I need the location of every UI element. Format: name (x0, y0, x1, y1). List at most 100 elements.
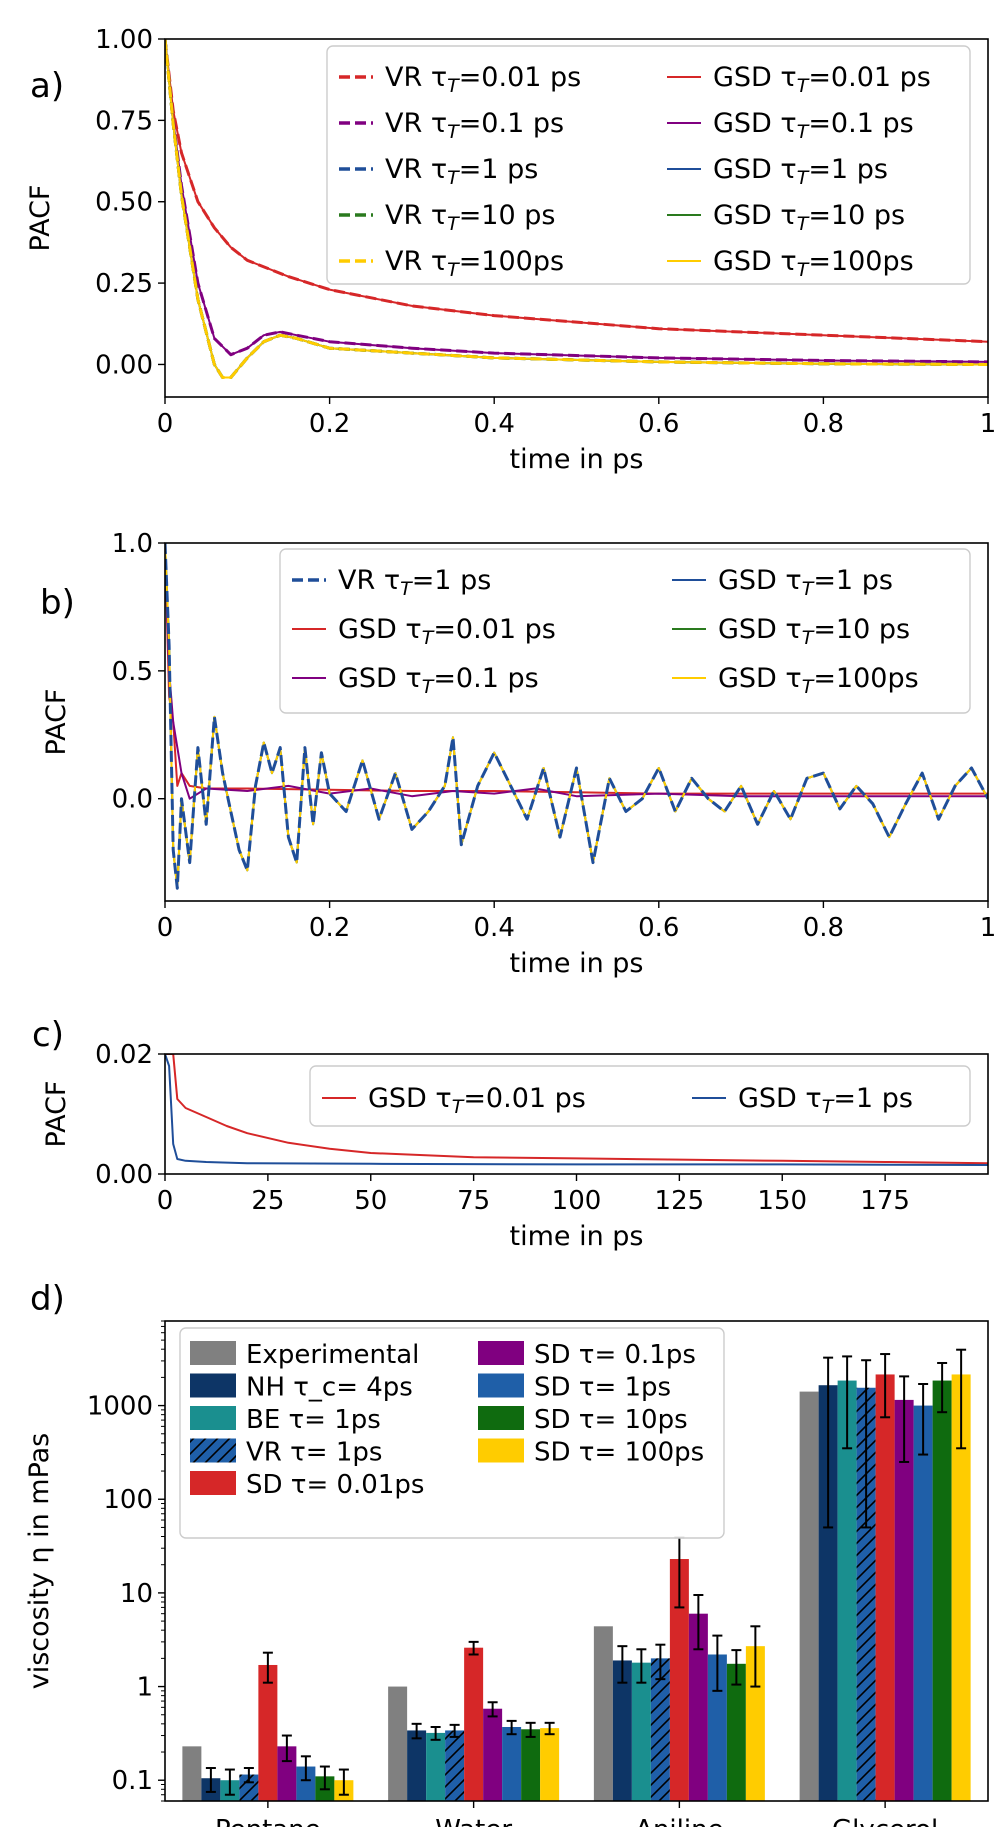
bar-water (540, 1728, 560, 1801)
bar-water (407, 1730, 427, 1801)
legend-label: GSD τT=0.01 ps (368, 1083, 586, 1118)
legend-subscript: T (797, 259, 810, 281)
series-line-GSD-τT=1-ps (165, 1054, 988, 1166)
legend-label: BE τ= 1ps (246, 1405, 381, 1435)
legend-text-part: =1 ps (412, 565, 492, 596)
y-axis-label: PACF (41, 1081, 72, 1148)
legend-text-part: GSD τ (713, 108, 797, 139)
bar-glycerol (799, 1391, 819, 1801)
y-tick-label: 0.25 (95, 269, 153, 299)
bar-glycerol (818, 1385, 838, 1801)
legend-swatch (190, 1341, 236, 1365)
x-axis-label: time in ps (510, 948, 644, 979)
legend-text-part: VR τ (385, 154, 447, 185)
legend-label: GSD τT=100ps (713, 246, 914, 281)
series-line-GSD-τT=0.1-ps (165, 543, 988, 800)
legend-label: Experimental (246, 1340, 419, 1370)
legend-text-part: VR τ (338, 565, 400, 596)
legend-text-part: GSD τ (713, 62, 797, 93)
panel-a-chart: 0 0.2 0.4 0.6 0.8 1 0.00 0.25 0.50 0.75 1.00 time i… (25, 25, 996, 475)
bar-hatch (650, 1658, 670, 1801)
legend-text-part: GSD τ (738, 1083, 822, 1114)
x-tick-label: Glycerol (832, 1815, 938, 1827)
legend-label: SD τ= 100ps (534, 1438, 704, 1468)
panel-label: d) (30, 1279, 65, 1319)
legend-label: SD τ= 0.01ps (246, 1470, 424, 1500)
y-tick-label: 0.00 (95, 350, 153, 380)
x-axis-label: time in ps (510, 444, 644, 475)
bar-glycerol (913, 1405, 933, 1801)
legend-text-part: =0.01 ps (433, 614, 556, 645)
legend-box (326, 45, 971, 285)
legend-box (309, 1065, 971, 1127)
x-tick-label: 1 (980, 409, 997, 439)
series-line-VR-τT=0.1-ps (165, 39, 988, 364)
legend-label: GSD τT=0.1 ps (713, 108, 914, 143)
series-line-VR-τT=1-ps (165, 543, 988, 890)
legend-label: GSD τT=1 ps (738, 1083, 913, 1118)
y-tick-label: 0.1 (112, 1766, 153, 1796)
y-axis-label: PACF (41, 689, 72, 756)
bar-hatch (239, 1774, 259, 1801)
legend-subscript: T (802, 676, 815, 698)
legend-label: GSD τT=1 ps (718, 565, 893, 600)
panel-label: a) (30, 66, 64, 106)
panel-label: c) (32, 1015, 64, 1055)
legend-swatch (478, 1406, 524, 1430)
series-line-VR-τT=100ps (165, 39, 988, 379)
axes-frame (164, 1320, 989, 1802)
x-tick-label: 75 (457, 1186, 490, 1216)
legend-subscript: T (802, 627, 815, 649)
bar-aniline (726, 1663, 746, 1801)
legend-text-part: =1 ps (459, 154, 539, 185)
legend-text-part: GSD τ (338, 614, 422, 645)
legend-box (279, 548, 971, 714)
y-tick-label: 0.02 (95, 1040, 153, 1070)
bar-aniline (688, 1613, 708, 1801)
legend-text-part: =100ps (813, 663, 918, 694)
legend-text-part: VR τ (385, 200, 447, 231)
x-tick-label: 150 (757, 1186, 807, 1216)
legend-text-part: =10 ps (813, 614, 910, 645)
bar-aniline (612, 1660, 632, 1801)
x-tick-label: 0.8 (803, 409, 844, 439)
legend-text-part: =100ps (808, 246, 913, 277)
bar-water (483, 1708, 503, 1801)
series-group (165, 543, 988, 890)
legend-swatch (478, 1438, 524, 1463)
legend-subscript: T (797, 75, 810, 97)
legend-text-part: =0.1 ps (433, 663, 538, 694)
x-tick-label: 0.4 (474, 409, 515, 439)
legend-subscript: T (400, 578, 413, 600)
bar-aniline (631, 1662, 651, 1801)
legend-subscript: T (452, 1096, 465, 1118)
panel-label: b) (40, 583, 75, 623)
legend-text-part: GSD τ (713, 200, 797, 231)
legend-label: NH τ_c= 4ps (246, 1373, 413, 1403)
bar-water (388, 1686, 408, 1801)
legend-label: VR τT=100ps (385, 246, 564, 281)
legend-label: GSD τT=100ps (718, 663, 919, 698)
legend-subscript: T (797, 167, 810, 189)
x-tick-label: 1 (980, 913, 997, 943)
legend-subscript: T (797, 213, 810, 235)
bar-aniline (669, 1559, 689, 1801)
x-axis-label: time in ps (510, 1221, 644, 1252)
legend-label: VR τT=1 ps (338, 565, 491, 600)
legend-subscript: T (447, 121, 460, 143)
y-tick-label: 0.00 (95, 1160, 153, 1190)
series-line-VR-τT=0.01-ps (165, 39, 988, 344)
y-tick-label: 1.00 (95, 25, 153, 55)
series-group (165, 1054, 988, 1166)
bar-water (521, 1729, 541, 1801)
y-axis-label: PACF (25, 185, 56, 252)
bar-hatch (445, 1730, 465, 1801)
panel-b-chart: 0 0.2 0.4 0.6 0.8 1 0.0 0.5 1.0 time in ps PACF b) V… (40, 529, 996, 979)
x-tick-label: 0.6 (638, 913, 679, 943)
legend-text-part: GSD τ (713, 154, 797, 185)
legend-text-part: =0.01 ps (808, 62, 931, 93)
legend-subscript: T (422, 676, 435, 698)
legend-text-part: =0.01 ps (463, 1083, 586, 1114)
axes-frame (164, 38, 989, 398)
bar-glycerol (894, 1399, 914, 1801)
